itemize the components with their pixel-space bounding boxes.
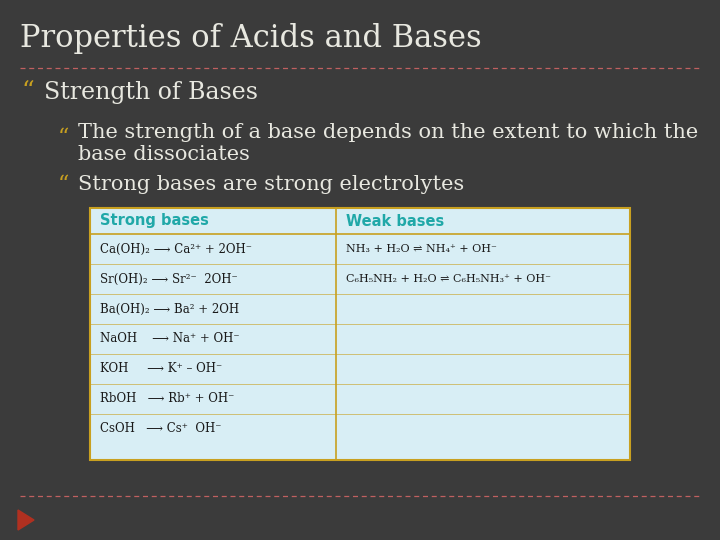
Text: Weak bases: Weak bases (346, 213, 444, 228)
Text: “: “ (22, 80, 35, 104)
Text: NaOH    ⟶ Na⁺ + OH⁻: NaOH ⟶ Na⁺ + OH⁻ (100, 333, 240, 346)
Text: base dissociates: base dissociates (78, 145, 250, 165)
Text: Sr(OH)₂ ⟶ Sr²⁻  2OH⁻: Sr(OH)₂ ⟶ Sr²⁻ 2OH⁻ (100, 273, 238, 286)
Text: “: “ (58, 174, 69, 196)
Text: C₆H₅NH₂ + H₂O ⇌ C₆H₅NH₃⁺ + OH⁻: C₆H₅NH₂ + H₂O ⇌ C₆H₅NH₃⁺ + OH⁻ (346, 274, 551, 284)
Polygon shape (18, 510, 34, 530)
Bar (90, 208, 630, 460)
Text: “: “ (58, 127, 69, 149)
Text: CsOH   ⟶ Cs⁺  OH⁻: CsOH ⟶ Cs⁺ OH⁻ (100, 422, 222, 435)
Text: Properties of Acids and Bases: Properties of Acids and Bases (20, 23, 482, 53)
Text: Ba(OH)₂ ⟶ Ba² + 2OH: Ba(OH)₂ ⟶ Ba² + 2OH (100, 302, 239, 315)
Text: NH₃ + H₂O ⇌ NH₄⁺ + OH⁻: NH₃ + H₂O ⇌ NH₄⁺ + OH⁻ (346, 244, 497, 254)
Text: Strength of Bases: Strength of Bases (44, 80, 258, 104)
Text: Strong bases: Strong bases (100, 213, 209, 228)
Text: Ca(OH)₂ ⟶ Ca²⁺ + 2OH⁻: Ca(OH)₂ ⟶ Ca²⁺ + 2OH⁻ (100, 242, 252, 255)
Text: KOH     ⟶ K⁺ – OH⁻: KOH ⟶ K⁺ – OH⁻ (100, 362, 222, 375)
Text: The strength of a base depends on the extent to which the: The strength of a base depends on the ex… (78, 124, 698, 143)
Text: RbOH   ⟶ Rb⁺ + OH⁻: RbOH ⟶ Rb⁺ + OH⁻ (100, 393, 235, 406)
Text: Strong bases are strong electrolytes: Strong bases are strong electrolytes (78, 176, 464, 194)
